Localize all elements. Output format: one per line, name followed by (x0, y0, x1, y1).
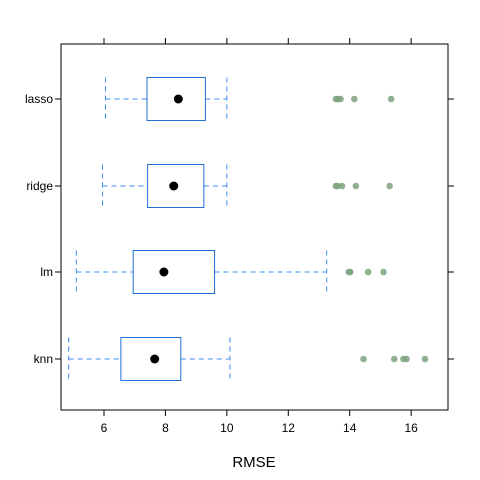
y-tick-label-ridge: ridge (26, 179, 53, 193)
x-tick-label-8: 8 (162, 421, 169, 435)
outlier-lasso-2 (337, 95, 344, 103)
outlier-knn-4 (421, 355, 429, 363)
box-group-lasso (105, 77, 395, 121)
outlier-lasso-4 (387, 95, 395, 103)
box-knn (120, 337, 182, 381)
outlier-ridge-3 (352, 182, 360, 190)
outlier-lm-2 (364, 268, 372, 276)
outlier-ridge-4 (386, 182, 393, 190)
box-lasso (146, 77, 206, 121)
x-axis-title: RMSE (232, 454, 275, 471)
median-dot-ridge (169, 181, 179, 191)
median-dot-lasso (173, 94, 183, 104)
outlier-ridge-2 (338, 182, 346, 190)
box-ridge (147, 164, 205, 208)
box-group-ridge (101, 164, 393, 208)
axis-ticks: 6 8 10 12 14 16 lasso ridge lm knn (25, 38, 454, 435)
outlier-knn-1 (390, 355, 398, 363)
box-lm (132, 250, 216, 294)
x-tick-label-14: 14 (343, 421, 357, 435)
median-dot-lm (159, 267, 169, 277)
x-tick-label-12: 12 (282, 421, 296, 435)
outlier-knn-0 (360, 355, 367, 363)
outlier-lm-1 (347, 268, 354, 276)
outlier-knn-3 (403, 355, 410, 363)
box-group-knn (68, 337, 429, 381)
chart-marks (68, 77, 429, 381)
outlier-ridge-1 (334, 182, 341, 190)
x-tick-label-16: 16 (404, 421, 418, 435)
outlier-lasso-3 (351, 95, 358, 103)
x-tick-label-10: 10 (220, 421, 234, 435)
outlier-lm-3 (380, 268, 387, 276)
median-dot-knn (150, 354, 160, 364)
box-group-lm (75, 250, 387, 294)
x-tick-label-6: 6 (101, 421, 108, 435)
plot-frame (60, 43, 449, 411)
y-tick-label-knn: knn (34, 352, 53, 366)
y-tick-label-lasso: lasso (25, 92, 53, 106)
y-tick-label-lm: lm (40, 265, 53, 279)
